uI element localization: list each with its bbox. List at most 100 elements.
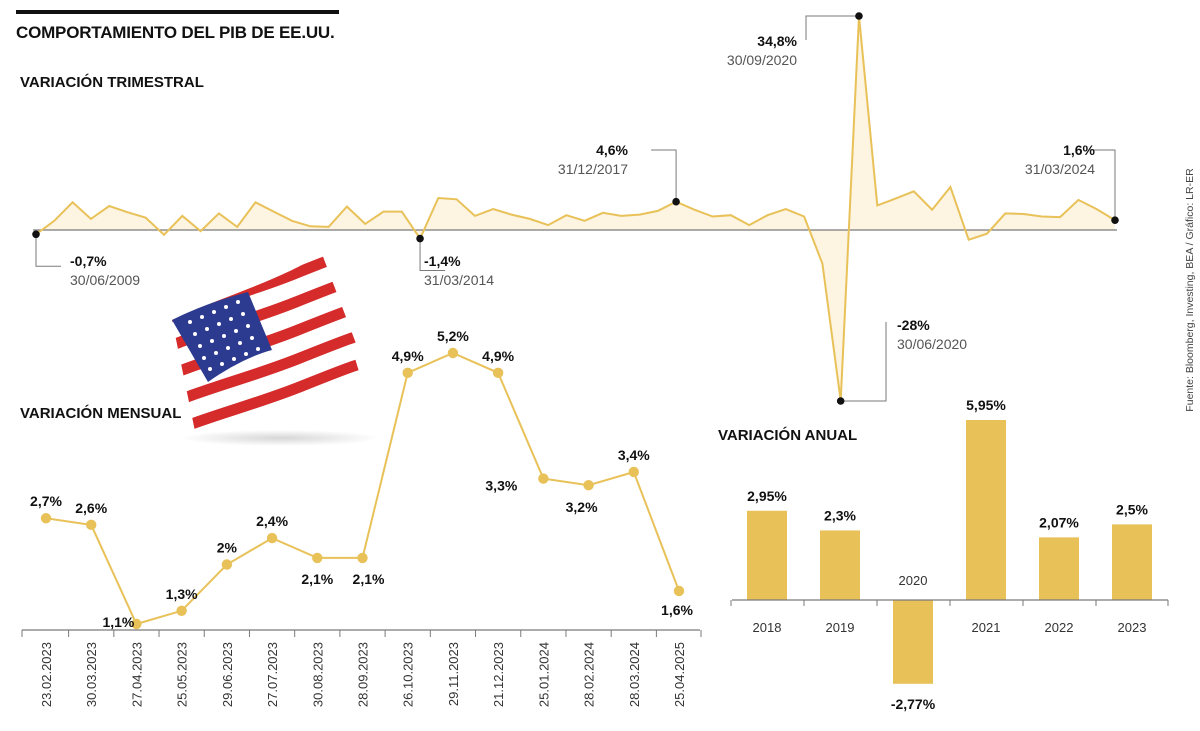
annual-year-label: 2020	[899, 573, 928, 588]
annotation-point	[855, 12, 863, 20]
annotation-value: -28%	[897, 317, 930, 333]
monthly-value-label: 3,2%	[566, 499, 598, 515]
monthly-point	[176, 605, 187, 616]
monthly-point	[673, 585, 685, 597]
annual-value-label: 2,5%	[1116, 501, 1148, 517]
annual-bar	[966, 420, 1006, 600]
monthly-date-label: 25.01.2024	[536, 642, 551, 707]
monthly-date-label: 26.10.2023	[401, 642, 416, 707]
flag-stars	[188, 300, 260, 371]
annual-value-label: -2,77%	[891, 696, 936, 712]
us-flag-illustration	[172, 254, 380, 446]
annotation-leader	[1090, 149, 1116, 221]
monthly-date-label: 27.07.2023	[265, 642, 280, 707]
monthly-value-label: 2,7%	[30, 493, 62, 509]
annual-value-label: 5,95%	[966, 397, 1006, 413]
annual-bar	[1039, 537, 1079, 600]
monthly-date-label: 27.04.2023	[129, 642, 144, 707]
monthly-value-label: 4,9%	[392, 348, 424, 364]
annual-year-label: 2023	[1118, 620, 1147, 635]
annotation-date: 31/03/2014	[424, 272, 494, 288]
monthly-point	[40, 513, 52, 524]
monthly-point	[538, 473, 549, 484]
annual-year-label: 2018	[753, 620, 782, 635]
annotation-date: 30/06/2009	[70, 272, 140, 288]
annual-year-label: 2022	[1045, 620, 1074, 635]
annual-value-label: 2,95%	[747, 488, 787, 504]
annotation-date: 30/06/2020	[897, 336, 967, 352]
annotation-point	[672, 197, 680, 206]
annual-chart: 2,95% 2018 2,3% 2019 -2,77% 2020 5,95% 2021 2,07…	[730, 397, 1169, 712]
monthly-point	[447, 347, 459, 359]
monthly-value-label: 3,4%	[618, 447, 650, 463]
monthly-value-label: 1,1%	[102, 614, 134, 630]
monthly-point	[628, 466, 639, 478]
annotation-leader	[805, 15, 859, 40]
annual-value-label: 2,07%	[1039, 514, 1079, 530]
annual-title: VARIACIÓN ANUAL	[718, 427, 858, 444]
annotation-value: 1,6%	[1063, 142, 1095, 158]
monthly-point	[492, 367, 504, 379]
monthly-date-label: 25.04.2025	[672, 642, 687, 707]
monthly-point	[266, 532, 278, 544]
monthly-value-label: 5,2%	[437, 328, 469, 344]
annotation-point	[836, 397, 845, 405]
main-title: COMPORTAMIENTO DEL PIB DE EE.UU.	[16, 23, 335, 42]
annotation-date: 30/09/2020	[727, 52, 797, 68]
annotation-value: -1,4%	[424, 253, 461, 269]
annotation-point	[416, 234, 424, 243]
annual-year-label: 2021	[972, 620, 1001, 635]
quarterly-title: VARIACIÓN TRIMESTRAL	[20, 74, 204, 91]
annotation-point	[32, 230, 40, 239]
monthly-date-label: 30.08.2023	[310, 642, 325, 707]
title-rule	[16, 10, 339, 14]
annotation-point	[1111, 216, 1119, 224]
monthly-value-label: 4,9%	[482, 348, 514, 364]
monthly-value-label: 2,1%	[353, 571, 385, 587]
monthly-date-label: 21.12.2023	[491, 642, 506, 707]
monthly-value-label: 3,3%	[485, 478, 517, 494]
monthly-value-label: 2%	[217, 540, 238, 556]
quarterly-line	[35, 15, 1116, 402]
monthly-point	[583, 479, 594, 491]
annual-year-label: 2019	[826, 620, 855, 635]
monthly-value-label: 1,6%	[661, 602, 693, 618]
monthly-date-label: 28.03.2024	[627, 642, 642, 707]
annotation-leader	[651, 149, 677, 202]
monthly-point	[131, 618, 142, 630]
monthly-value-label: 2,6%	[75, 500, 107, 516]
annual-value-label: 2,3%	[824, 507, 856, 523]
monthly-point	[402, 367, 413, 379]
annual-bar	[747, 510, 787, 600]
monthly-title: VARIACIÓN MENSUAL	[20, 405, 182, 422]
flag-canton	[172, 292, 272, 382]
annotation-value: 34,8%	[757, 33, 797, 49]
monthly-date-label: 25.05.2023	[175, 642, 190, 707]
monthly-date-label: 29.11.2023	[446, 642, 461, 706]
monthly-date-label: 29.06.2023	[220, 642, 235, 707]
monthly-date-label: 23.02.2023	[39, 642, 54, 707]
monthly-point	[86, 519, 97, 531]
annual-bar	[820, 530, 860, 600]
quarterly-chart: -0,7% 30/06/2009 -1,4% 31/03/2014 4,6% 31/12/…	[32, 12, 1119, 405]
annotation-leader	[35, 234, 61, 267]
annual-bar	[1112, 524, 1152, 600]
annotation-date: 31/03/2024	[1025, 161, 1095, 177]
monthly-value-label: 2,1%	[301, 571, 333, 587]
monthly-point	[357, 552, 368, 564]
monthly-date-label: 28.09.2023	[356, 642, 371, 707]
monthly-chart: 2,7% 2,6% 1,1% 1,3% 2% 2,4% 2,1% 2,1% 4,9% 5,2% 4,…	[21, 328, 702, 707]
monthly-point	[221, 559, 233, 570]
annotation-value: 4,6%	[596, 142, 628, 158]
monthly-date-label: 30.03.2023	[84, 642, 99, 707]
monthly-point	[312, 552, 323, 564]
monthly-value-label: 2,4%	[256, 513, 288, 529]
annotation-leader	[840, 322, 887, 402]
annotation-date: 31/12/2017	[558, 161, 628, 177]
annual-bar	[893, 600, 933, 684]
annotation-value: -0,7%	[70, 253, 107, 269]
monthly-value-label: 1,3%	[166, 586, 198, 602]
annotation-leader	[419, 238, 446, 272]
monthly-date-label: 28.02.2024	[582, 642, 597, 707]
